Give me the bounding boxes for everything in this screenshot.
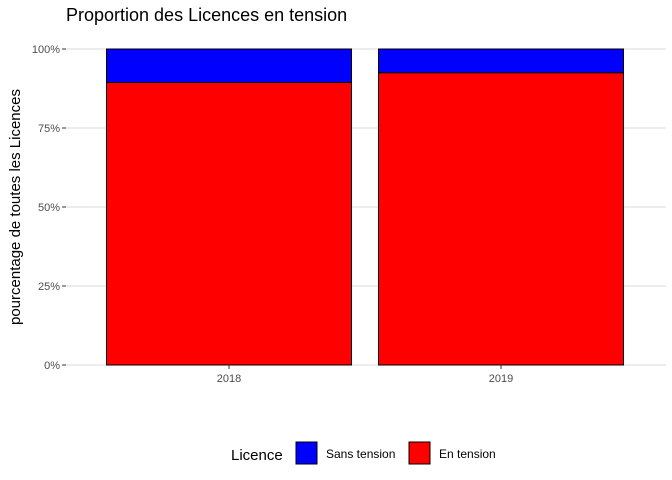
legend-key-en-tension	[408, 441, 431, 465]
x-tick-label: 2019	[489, 373, 513, 385]
y-tick-label: 50%	[38, 202, 60, 214]
bar-2018-sans-tension	[106, 48, 352, 83]
legend-label: Sans tension	[326, 447, 395, 461]
axes: 0% 25% 50% 75% 100% 2018 2019	[32, 44, 513, 385]
legend-title: Licence	[231, 447, 283, 464]
y-tick-label: 75%	[38, 123, 60, 135]
bars	[106, 48, 624, 366]
legend-key-sans-tension	[295, 441, 318, 465]
y-tick-label: 100%	[32, 44, 60, 56]
legend: Licence Sans tension En tension	[231, 441, 496, 465]
bar-2019-sans-tension	[378, 48, 624, 74]
y-axis-label: pourcentage de toutes les Licences	[7, 89, 24, 325]
bar-2019-en-tension	[378, 72, 624, 366]
y-tick-label: 0%	[44, 360, 60, 372]
legend-label: En tension	[439, 447, 496, 461]
x-tick-label: 2018	[217, 373, 241, 385]
y-tick-label: 25%	[38, 281, 60, 293]
bar-2018-en-tension	[106, 81, 352, 366]
chart-title: Proportion des Licences en tension	[66, 5, 347, 25]
